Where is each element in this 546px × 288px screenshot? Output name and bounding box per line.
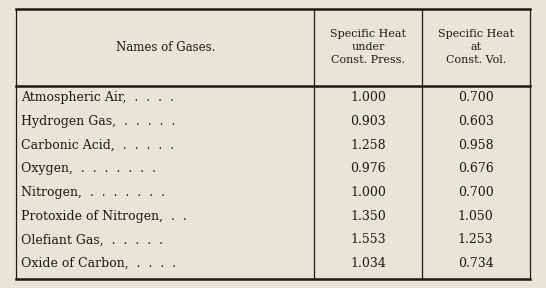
Text: 1.553: 1.553	[350, 233, 386, 246]
Text: Protoxide of Nitrogen,  .  .: Protoxide of Nitrogen, . .	[21, 210, 187, 223]
Text: 1.034: 1.034	[350, 257, 386, 270]
Text: Atmospheric Air,  .  .  .  .: Atmospheric Air, . . . .	[21, 91, 174, 104]
Text: 0.603: 0.603	[458, 115, 494, 128]
Text: Olefiant Gas,  .  .  .  .  .: Olefiant Gas, . . . . .	[21, 233, 163, 246]
Text: 0.734: 0.734	[458, 257, 494, 270]
Text: 0.903: 0.903	[350, 115, 386, 128]
Text: 0.700: 0.700	[458, 91, 494, 104]
Text: Names of Gases.: Names of Gases.	[116, 41, 215, 54]
Text: 1.258: 1.258	[350, 139, 386, 151]
Text: Specific Heat
at
Const. Vol.: Specific Heat at Const. Vol.	[438, 29, 514, 65]
Text: Nitrogen,  .  .  .  .  .  .  .: Nitrogen, . . . . . . .	[21, 186, 165, 199]
Text: 0.676: 0.676	[458, 162, 494, 175]
Text: 1.350: 1.350	[350, 210, 386, 223]
Text: Hydrogen Gas,  .  .  .  .  .: Hydrogen Gas, . . . . .	[21, 115, 175, 128]
Text: 1.000: 1.000	[350, 186, 386, 199]
Text: 0.958: 0.958	[458, 139, 494, 151]
Text: Oxide of Carbon,  .  .  .  .: Oxide of Carbon, . . . .	[21, 257, 176, 270]
Text: 1.253: 1.253	[458, 233, 494, 246]
Text: Specific Heat
under
Const. Press.: Specific Heat under Const. Press.	[330, 29, 406, 65]
Text: 1.050: 1.050	[458, 210, 494, 223]
Text: 1.000: 1.000	[350, 91, 386, 104]
Text: Carbonic Acid,  .  .  .  .  .: Carbonic Acid, . . . . .	[21, 139, 174, 151]
Text: 0.976: 0.976	[350, 162, 386, 175]
Text: 0.700: 0.700	[458, 186, 494, 199]
Text: Oxygen,  .  .  .  .  .  .  .: Oxygen, . . . . . . .	[21, 162, 156, 175]
